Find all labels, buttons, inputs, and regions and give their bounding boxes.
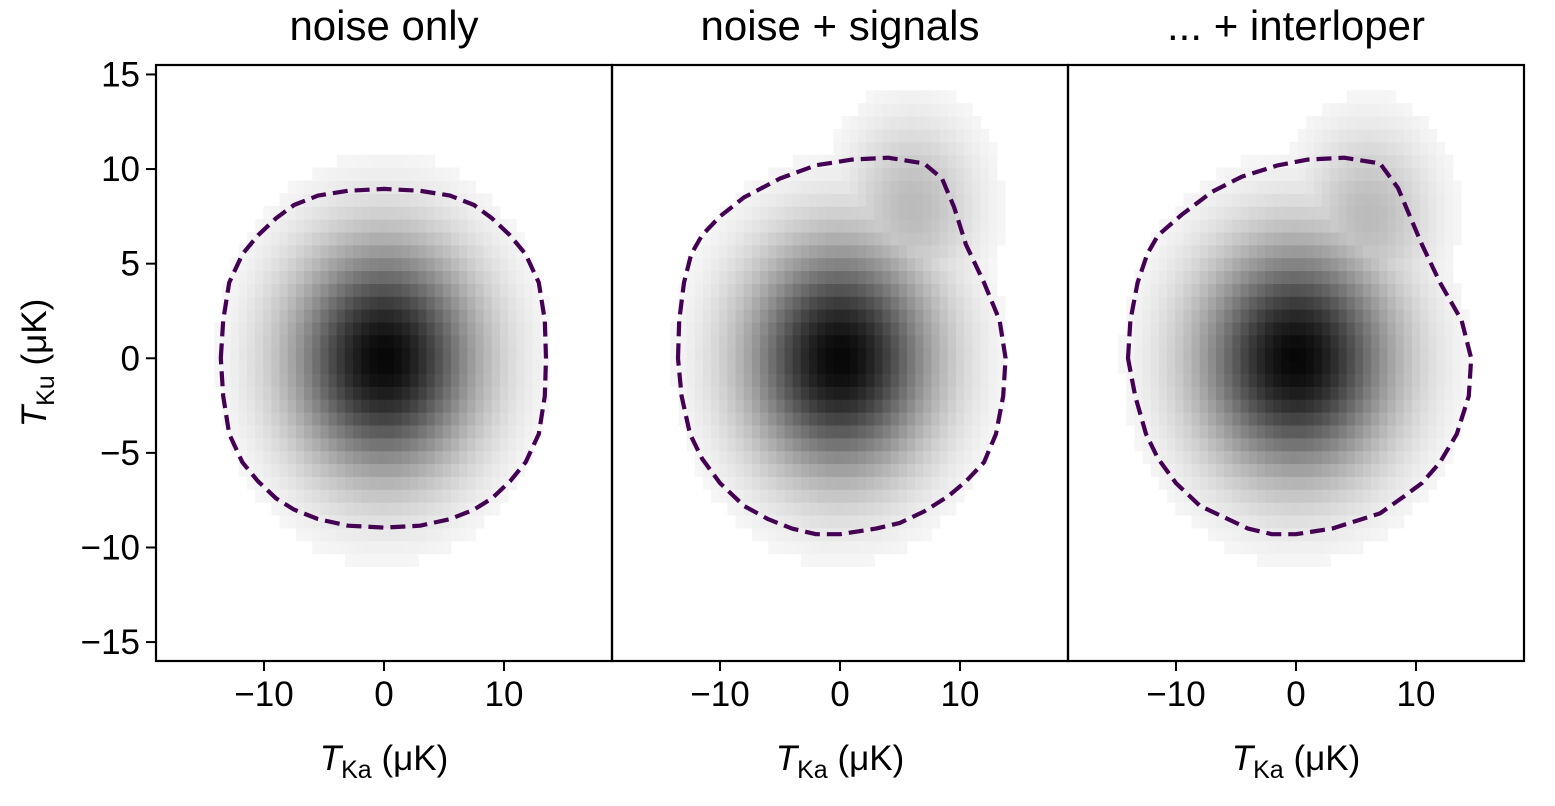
x-axis-label: TKa (μK) bbox=[1232, 739, 1361, 784]
y-tick-label: −5 bbox=[100, 434, 140, 473]
panel-2: noise + signals −10 0 10 TKa (μK) bbox=[610, 2, 1070, 784]
y-tick-label: 0 bbox=[121, 339, 140, 378]
x-tick-label: 0 bbox=[830, 675, 849, 714]
panel-1: noise only −10 0 10 TKa (μK) 15 10 5 0 −5 −10 −15 TK… bbox=[15, 2, 614, 784]
x-tick-label: 0 bbox=[374, 675, 393, 714]
x-axis-label: TKa (μK) bbox=[776, 739, 905, 784]
y-tick-label: 10 bbox=[101, 150, 140, 189]
contour-line bbox=[675, 155, 1008, 537]
y-tick-label: −10 bbox=[81, 528, 140, 567]
contour-line bbox=[218, 186, 549, 530]
x-axis-label: TKa (μK) bbox=[320, 739, 449, 784]
x-tick-label: 0 bbox=[1286, 675, 1305, 714]
density-heatmap bbox=[214, 154, 550, 567]
density-heatmap bbox=[1118, 90, 1470, 567]
x-tick-label: −10 bbox=[234, 675, 293, 714]
x-tick-label: −10 bbox=[690, 675, 749, 714]
x-tick-label: 10 bbox=[941, 675, 980, 714]
x-tick-label: 10 bbox=[485, 675, 524, 714]
panel-title: noise + signals bbox=[700, 2, 979, 49]
y-axis-label: TKu (μK) bbox=[15, 299, 60, 428]
y-tick-label: 5 bbox=[121, 245, 140, 284]
density-heatmap bbox=[670, 90, 1006, 567]
contour-line bbox=[1125, 155, 1474, 537]
y-tick-label: −15 bbox=[81, 623, 140, 662]
x-tick-label: −10 bbox=[1146, 675, 1205, 714]
panel-title: noise only bbox=[289, 2, 478, 49]
x-tick-label: 10 bbox=[1397, 675, 1436, 714]
panel-3: ... + interloper −10 0 10 TKa (μK) bbox=[1066, 2, 1526, 784]
panel-title: ... + interloper bbox=[1167, 2, 1425, 49]
y-tick-label: 15 bbox=[101, 55, 140, 94]
